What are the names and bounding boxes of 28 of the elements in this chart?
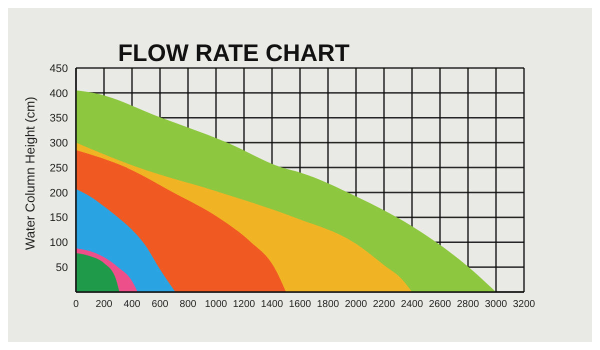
y-tick-label: 200: [50, 187, 68, 200]
y-tick-label: 150: [50, 212, 68, 224]
chart-title: FLOW RATE CHART: [118, 40, 350, 68]
x-tick-label: 2200: [372, 299, 396, 310]
y-tick-label: 300: [50, 138, 68, 150]
y-tick-label: 50: [56, 262, 68, 274]
y-tick-label: 100: [50, 237, 68, 250]
x-tick-label: 800: [180, 299, 197, 310]
x-tick-label: 3200: [512, 299, 536, 310]
x-tick-label: 1600: [288, 299, 312, 310]
x-tick-label: 2000: [344, 299, 368, 310]
x-tick-label: 1200: [232, 299, 256, 310]
x-tick-label: 2800: [456, 299, 480, 310]
x-tick-label: 400: [124, 299, 141, 310]
x-tick-label: 3000: [484, 299, 508, 310]
x-tick-label: 1400: [260, 299, 284, 310]
x-tick-label: 0: [73, 299, 80, 310]
x-tick-label: 2600: [428, 299, 452, 310]
x-tick-label: 1000: [204, 299, 228, 310]
y-tick-label: 250: [50, 162, 68, 174]
x-tick-label: 600: [152, 299, 169, 310]
y-axis-title: Water Column Height (cm): [22, 96, 38, 250]
y-tick-label: 450: [50, 62, 68, 75]
x-tick-label: 1800: [316, 299, 340, 310]
y-tick-label: 400: [50, 88, 68, 100]
x-tick-label: 2400: [400, 299, 424, 310]
x-tick-label: 200: [96, 299, 113, 310]
y-tick-label: 350: [50, 112, 68, 125]
